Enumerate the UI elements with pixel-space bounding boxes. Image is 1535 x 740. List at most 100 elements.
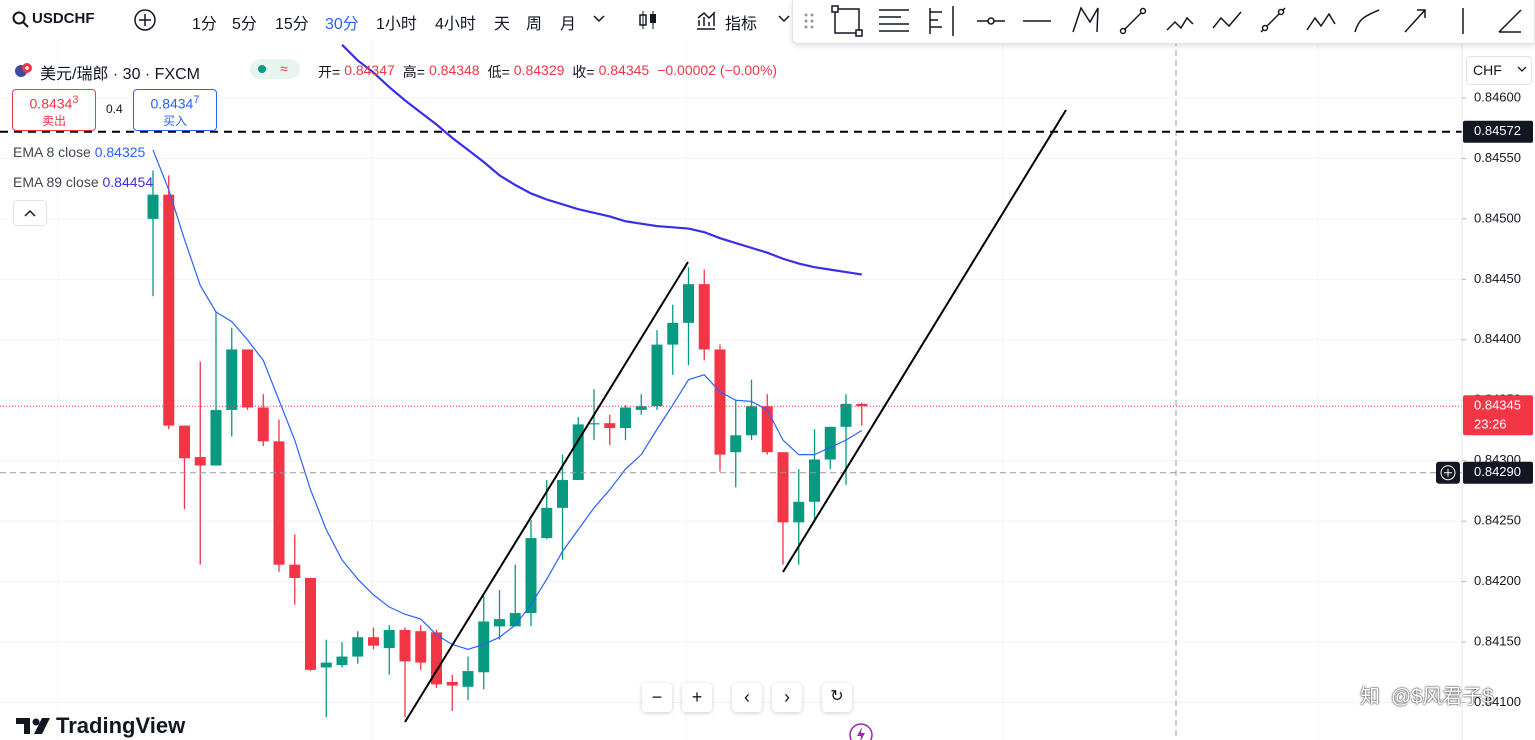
candle-body <box>305 577 316 670</box>
price-label-bg <box>1463 395 1533 436</box>
interval[interactable]: 15分 <box>275 16 309 33</box>
tool[interactable] <box>1072 6 1099 33</box>
y-tick-label: 0.84400 <box>1474 331 1521 346</box>
scroll-left[interactable]: ‹ <box>732 683 762 712</box>
candle-body <box>368 637 379 646</box>
candle-body <box>494 619 505 627</box>
buy-button[interactable]: 0.84347 买入 <box>133 89 217 131</box>
indicator-icon[interactable] <box>694 8 718 32</box>
collapse-legend[interactable] <box>13 200 47 226</box>
spread: 0.4 <box>106 102 123 116</box>
candle-body <box>541 507 553 539</box>
interval[interactable]: 天 <box>494 16 511 33</box>
zoom-in[interactable]: + <box>682 683 712 712</box>
trend-line[interactable] <box>404 261 689 723</box>
candle-body <box>761 406 773 453</box>
candle-body <box>399 629 411 662</box>
candle-body <box>320 662 332 668</box>
interval[interactable]: 1分 <box>192 16 217 33</box>
candle-body <box>557 480 568 508</box>
ohlc-value: 0.84347 <box>344 62 395 78</box>
svg-text:≈: ≈ <box>280 61 288 77</box>
tool[interactable] <box>929 6 954 36</box>
ema-value: 0.84454 <box>102 174 154 190</box>
countdown: 23:26 <box>1474 417 1507 432</box>
candle-body <box>840 403 852 427</box>
reset[interactable]: ↻ <box>822 683 852 712</box>
candle-body <box>462 671 474 687</box>
brand: TradingView <box>16 712 185 740</box>
tool[interactable] <box>977 17 1005 25</box>
tool[interactable] <box>1354 9 1380 33</box>
scroll-right[interactable]: › <box>772 683 802 712</box>
watermark-text: @$风君子$ <box>1391 686 1494 708</box>
ohlc-change: −0.00002 (−0.00%) <box>657 62 778 78</box>
watermark-icon: 知 <box>1355 684 1385 710</box>
search-icon[interactable] <box>12 11 30 29</box>
price-axis: 0.84600 0.84550 0.84500 0.84450 0.84400 0.843… <box>1436 89 1533 709</box>
ohlc-value: 0.84345 <box>598 62 650 78</box>
lightning[interactable] <box>848 722 874 740</box>
candle-body <box>698 284 710 350</box>
ask-price: 0.8434 <box>150 95 194 112</box>
y-tick-label: 0.84100 <box>1474 694 1521 709</box>
candle-body <box>604 423 616 429</box>
chevron[interactable] <box>592 14 606 24</box>
candle-body <box>478 621 490 673</box>
interval[interactable]: 4小时 <box>435 16 476 33</box>
tool[interactable] <box>1404 9 1426 33</box>
currency: CHF <box>1473 62 1502 78</box>
bid-label: 卖出 <box>41 113 66 128</box>
candle-body <box>809 459 820 502</box>
ohlc-value: 0.84329 <box>513 62 565 78</box>
tool[interactable] <box>1260 7 1286 33</box>
ema-legend: EMA 8 close 0.84325 <box>13 144 145 160</box>
ema-line <box>152 149 863 650</box>
interval-active[interactable]: 30分 <box>325 16 359 33</box>
chevron[interactable] <box>778 14 790 24</box>
tool[interactable] <box>1166 16 1194 31</box>
bid-pip: 3 <box>72 94 79 106</box>
crosshair-plus <box>1444 468 1452 477</box>
candle-body <box>620 407 631 429</box>
candle-body <box>856 403 868 407</box>
add-symbol[interactable] <box>133 8 157 32</box>
candle-body <box>635 406 647 410</box>
tool[interactable] <box>1498 9 1522 33</box>
candle-body <box>147 194 159 219</box>
interval[interactable]: 5分 <box>232 16 257 33</box>
tool[interactable] <box>1119 7 1147 35</box>
currency-select[interactable]: CHF <box>1466 56 1532 85</box>
candle-body <box>588 423 600 425</box>
interval[interactable]: 周 <box>526 16 543 33</box>
indicators[interactable]: 指标 <box>725 16 758 33</box>
bid-price: 0.8434 <box>29 95 73 112</box>
zoom-out[interactable]: − <box>642 683 672 712</box>
ema-name: EMA 8 close <box>13 144 91 160</box>
candle-type[interactable] <box>636 8 660 32</box>
drawing-tools <box>804 5 1522 37</box>
y-tick-label: 0.84450 <box>1474 271 1521 286</box>
symbol[interactable]: USDCHF <box>32 10 95 27</box>
tool[interactable] <box>831 5 863 37</box>
y-tick-label: 0.84500 <box>1474 210 1521 225</box>
candle-body <box>572 424 584 481</box>
candle-body <box>226 349 238 410</box>
interval[interactable]: 月 <box>560 16 577 33</box>
ask-label: 买入 <box>162 113 187 128</box>
tool[interactable] <box>1306 12 1336 31</box>
interval[interactable]: 1小时 <box>376 16 417 33</box>
candle-body <box>415 631 427 663</box>
sell-button[interactable]: 0.84343 卖出 <box>12 89 96 131</box>
flag-icon <box>15 63 32 77</box>
trend-line[interactable] <box>782 109 1067 573</box>
candle-body <box>714 349 726 455</box>
watermark: 知 @$风君子$ <box>1355 680 1494 710</box>
price-label: 0.84290 <box>1474 464 1521 479</box>
tool[interactable] <box>1212 11 1242 29</box>
candle-body <box>352 637 364 657</box>
price-label: 0.84345 <box>1474 398 1521 413</box>
tool[interactable] <box>879 9 909 32</box>
candle-body <box>383 629 395 649</box>
